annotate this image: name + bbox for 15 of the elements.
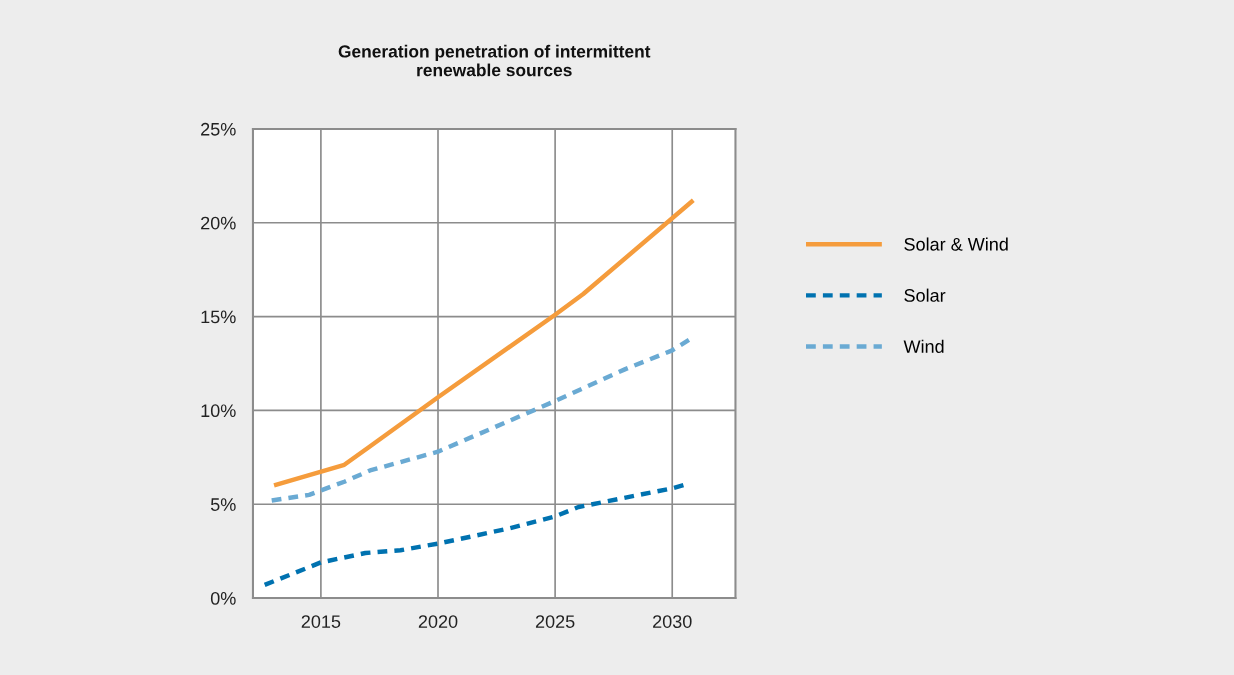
- legend-label: Wind: [903, 339, 944, 353]
- y-tick-label: 20%: [201, 216, 236, 230]
- legend-label: Solar & Wind: [904, 237, 1008, 251]
- y-tick-label: 10%: [201, 404, 236, 418]
- x-tick-label: 2020: [418, 615, 458, 628]
- y-tick-label: 0%: [210, 591, 236, 605]
- x-tick-label: 2015: [301, 615, 341, 628]
- x-tick-label: 2030: [653, 615, 692, 628]
- legend-label: Solar: [904, 288, 946, 302]
- y-tick-label: 25%: [201, 122, 236, 136]
- x-tick-label: 2025: [535, 615, 575, 628]
- y-tick-label: 15%: [201, 310, 236, 324]
- chart-title: Generation penetration of intermittent renewable sources: [338, 44, 651, 77]
- y-tick-label: 5%: [210, 498, 236, 511]
- line-series: [271, 198, 696, 488]
